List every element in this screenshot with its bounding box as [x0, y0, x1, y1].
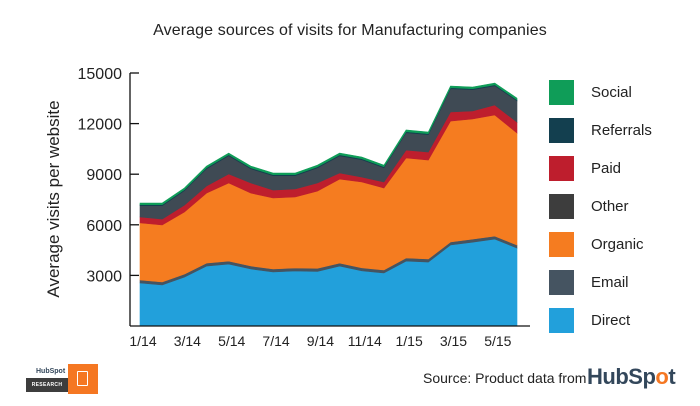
x-tick-label: 3/15 [440, 333, 467, 349]
legend-label: Organic [591, 235, 644, 253]
legend-label: Referrals [591, 121, 652, 139]
y-axis-title: Average visits per website [44, 100, 63, 297]
y-tick-label: 3000 [86, 268, 122, 285]
stacked-areas [139, 82, 518, 327]
x-tick-label: 5/14 [218, 333, 245, 349]
x-tick-label: 7/14 [262, 333, 289, 349]
y-tick-label: 12000 [78, 117, 123, 134]
legend-swatch [549, 79, 574, 105]
y-ticks: 3000 6000 9000 12000 15000 [78, 66, 139, 285]
legend-swatch [549, 155, 574, 181]
legend-label: Paid [591, 159, 622, 177]
y-tick-label: 6000 [86, 218, 122, 235]
legend-item-direct: Direct [549, 301, 652, 339]
x-tick-label: 1/15 [395, 333, 422, 349]
legend: Social Referrals Paid Other Organic Email Dire… [549, 73, 652, 339]
y-tick-label: 9000 [86, 167, 122, 184]
hubspot-research-logo[interactable]: HubSpot RESEARCH [26, 362, 100, 396]
x-tick-label: 1/14 [129, 333, 156, 349]
legend-swatch [549, 269, 574, 295]
legend-label: Direct [591, 311, 631, 329]
logo-orange-tile [68, 364, 98, 394]
area-social [139, 82, 518, 205]
legend-label: Other [591, 197, 629, 215]
legend-item-organic: Organic [549, 225, 652, 263]
brand-prefix: HubSp [587, 364, 656, 389]
legend-item-social: Social [549, 73, 652, 111]
legend-item-other: Other [549, 187, 652, 225]
x-tick-label: 3/14 [174, 333, 201, 349]
legend-item-email: Email [549, 263, 652, 301]
legend-swatch [549, 307, 574, 333]
y-tick-label: 15000 [78, 66, 123, 83]
brand-suffix: t [668, 364, 676, 389]
legend-label: Social [591, 83, 632, 101]
legend-swatch [549, 117, 574, 143]
logo-research-label: RESEARCH [26, 378, 68, 392]
x-ticks: 1/14 3/14 5/14 7/14 9/14 11/14 1/15 3/15 5/15 [129, 333, 511, 349]
hubspot-logo[interactable]: HubSpot [587, 364, 676, 390]
chart-title: Average sources of visits for Manufactur… [153, 22, 547, 39]
axes [129, 73, 530, 327]
legend-item-referrals: Referrals [549, 111, 652, 149]
logo-brand-text: HubSpot [36, 368, 66, 375]
legend-swatch [549, 193, 574, 219]
clipboard-icon [77, 371, 88, 386]
legend-label: Email [591, 273, 629, 291]
x-tick-label: 11/14 [348, 333, 382, 349]
legend-item-paid: Paid [549, 149, 652, 187]
legend-swatch [549, 231, 574, 257]
brand-sprocket-o: o [655, 364, 669, 389]
source-text: Source: Product data from [423, 370, 587, 386]
x-tick-label: 5/15 [484, 333, 511, 349]
x-tick-label: 9/14 [307, 333, 334, 349]
